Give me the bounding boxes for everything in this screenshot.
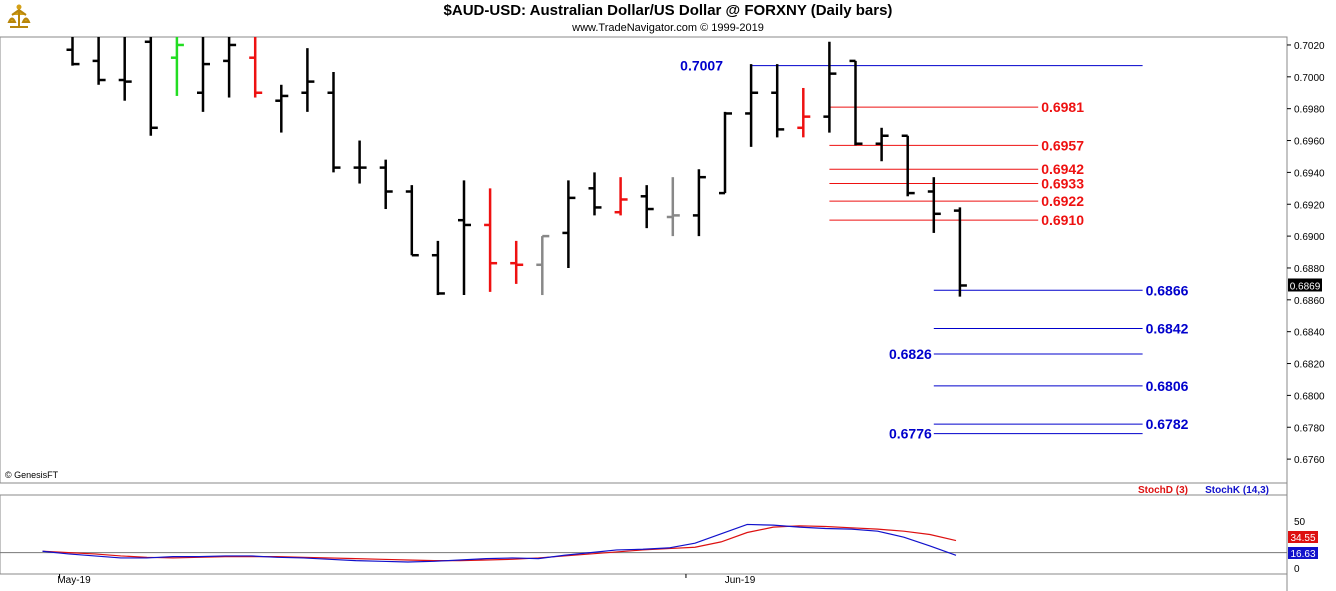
stoch-tick-50: 50 <box>1294 517 1306 528</box>
ohlc-bars <box>66 37 967 297</box>
ohlc-bar <box>849 59 863 146</box>
price-level-label: 0.6910 <box>1041 212 1084 228</box>
last-price-label: 0.6869 <box>1290 281 1321 292</box>
x-axis <box>59 574 687 578</box>
price-tick-label: 0.6840 <box>1294 328 1325 339</box>
ohlc-bar <box>92 37 106 85</box>
ohlc-bar <box>953 207 967 297</box>
chart-subtitle: www.TradeNavigator.com © 1999-2019 <box>572 22 764 34</box>
price-level-label: 0.6866 <box>1146 282 1189 298</box>
price-level-label: 0.6933 <box>1041 176 1084 192</box>
price-y-axis: 0.6760 0.6780 0.6800 0.6820 0.6840 0.6860 0.68… <box>1287 41 1325 466</box>
legend-stochk: StochK (14,3) <box>1205 485 1269 496</box>
stochd-last-value: 34.55 <box>1290 533 1315 544</box>
price-level-label: 0.6842 <box>1146 320 1189 336</box>
copyright-label: © GenesisFT <box>5 470 59 480</box>
ohlc-bar <box>223 37 237 98</box>
stochastic-panel <box>0 523 1287 563</box>
last-price-tag: 0.6869 <box>1288 278 1322 292</box>
ohlc-bar <box>771 64 785 138</box>
ohlc-bar <box>823 41 837 133</box>
ohlc-bar <box>301 48 315 112</box>
price-tick-label: 0.7020 <box>1294 41 1325 52</box>
ohlc-bar <box>197 37 210 112</box>
stochd-line <box>42 525 957 562</box>
stochk-last-value: 16.63 <box>1290 549 1315 560</box>
price-tick-label: 0.7000 <box>1294 73 1325 84</box>
ohlc-bar <box>745 64 759 147</box>
chart-header: $AUD-USD: Australian Dollar/US Dollar @ … <box>0 0 1336 37</box>
price-tick-label: 0.6760 <box>1294 455 1325 466</box>
price-level-label: 0.6776 <box>889 426 932 442</box>
ohlc-bar <box>458 180 471 296</box>
ohlc-bar <box>405 185 419 257</box>
ohlc-bar <box>901 134 915 197</box>
price-tick-label: 0.6880 <box>1294 264 1325 275</box>
ohlc-bar <box>536 234 550 296</box>
ohlc-bar <box>484 188 498 292</box>
price-level-label: 0.6806 <box>1146 378 1189 394</box>
ohlc-bar <box>719 111 732 195</box>
x-label-may: May-19 <box>57 575 91 586</box>
ohlc-bar <box>431 240 445 296</box>
ohlc-bar <box>144 37 158 136</box>
price-tick-label: 0.6940 <box>1294 168 1325 179</box>
x-label-jun: Jun-19 <box>725 575 756 586</box>
chart-title: $AUD-USD: Australian Dollar/US Dollar @ … <box>443 2 893 19</box>
ohlc-bar <box>510 240 524 284</box>
ohlc-bar <box>66 37 80 66</box>
ohlc-bar <box>875 127 889 162</box>
ohlc-bar <box>275 84 289 133</box>
price-tick-label: 0.6780 <box>1294 423 1325 434</box>
price-level-label: 0.6782 <box>1146 416 1189 432</box>
stochk-line <box>42 523 957 563</box>
price-level-label: 0.6922 <box>1041 193 1084 209</box>
ohlc-bar <box>249 37 263 98</box>
price-tick-label: 0.6820 <box>1294 360 1325 371</box>
price-tick-label: 0.6900 <box>1294 232 1325 243</box>
ohlc-bar <box>614 177 628 216</box>
price-tick-label: 0.6920 <box>1294 200 1325 211</box>
ohlc-bar <box>692 169 706 237</box>
price-level-label: 0.6981 <box>1041 99 1084 115</box>
price-tick-label: 0.6960 <box>1294 137 1325 148</box>
price-level-label: 0.6826 <box>889 346 932 362</box>
ohlc-bar <box>379 159 393 210</box>
stoch-tick-0: 0 <box>1294 564 1300 575</box>
ohlc-bar <box>927 177 941 233</box>
price-level-label: 0.6942 <box>1041 161 1084 177</box>
upper-panel-frame <box>0 36 1288 484</box>
price-tick-label: 0.6980 <box>1294 105 1325 116</box>
price-tick-label: 0.6860 <box>1294 296 1325 307</box>
trade-navigator-logo-icon <box>7 4 31 28</box>
price-level-label: 0.6957 <box>1041 137 1084 153</box>
ohlc-bar <box>797 87 811 138</box>
legend-stochd: StochD (3) <box>1138 485 1188 496</box>
ohlc-bar <box>666 177 680 237</box>
ohlc-bar <box>353 140 367 184</box>
ohlc-bar <box>327 72 341 173</box>
lower-panel-frame <box>0 494 1288 575</box>
ohlc-bar <box>118 37 132 101</box>
ohlc-bar <box>588 172 602 216</box>
ohlc-bar <box>640 185 654 229</box>
price-tick-label: 0.6800 <box>1294 391 1325 402</box>
ohlc-bar <box>562 180 576 268</box>
ohlc-bar <box>170 37 184 96</box>
price-level-label: 0.7007 <box>680 58 723 74</box>
